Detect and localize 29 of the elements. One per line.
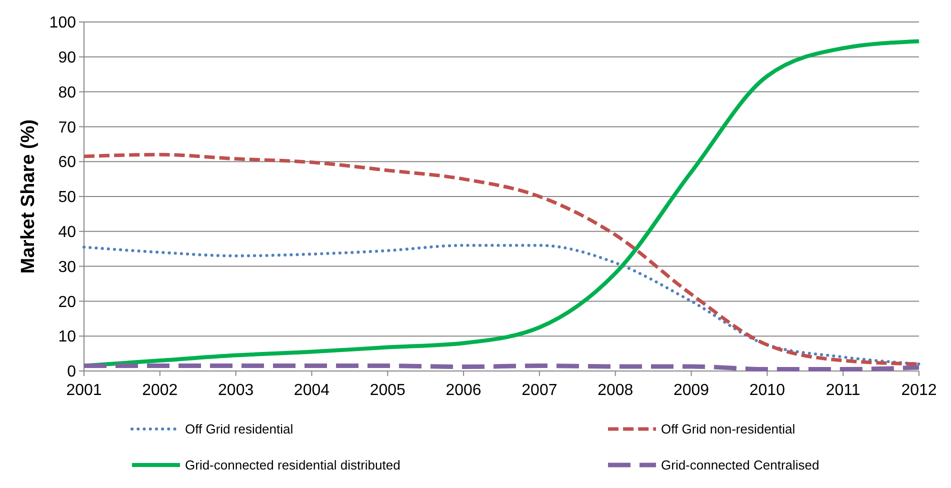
- x-tick-label: 2009: [673, 382, 710, 399]
- y-axis-title: Market Share (%): [18, 119, 39, 274]
- line-series: [82, 244, 920, 366]
- y-tick-label: 70: [58, 119, 76, 136]
- x-tick-label: 2012: [901, 382, 937, 399]
- x-tick-label: 2005: [370, 382, 406, 399]
- legend-label: Grid-connected Centralised: [661, 458, 820, 473]
- y-tick-label: 20: [58, 294, 76, 311]
- x-tick-label: 2006: [446, 382, 482, 399]
- legend-label: Grid-connected residential distributed: [185, 458, 400, 473]
- y-tick-label: 80: [58, 84, 76, 102]
- x-tick-label: 2010: [749, 382, 786, 399]
- y-tick-label: 0: [67, 364, 76, 381]
- y-tick-label: 30: [58, 258, 76, 276]
- x-tick-label: 2007: [522, 382, 558, 399]
- y-tick-label: 90: [58, 50, 76, 66]
- x-tick-label: 2003: [218, 382, 254, 399]
- x-tick-label: 2008: [598, 382, 634, 399]
- y-tick-label: 60: [58, 154, 76, 172]
- x-tick-label: 2011: [826, 382, 860, 399]
- legend-label: Off Grid non-residential: [661, 422, 796, 437]
- x-tick-label: 2001: [66, 382, 102, 399]
- y-tick-label: 40: [58, 224, 76, 241]
- y-tick-label: 50: [58, 189, 76, 206]
- x-tick-label: 2002: [142, 382, 178, 399]
- legend-label: Off Grid residential: [185, 422, 294, 437]
- y-tick-label: 100: [49, 14, 76, 32]
- x-tick-label: 2004: [294, 382, 330, 399]
- y-tick-label: 10: [58, 328, 76, 346]
